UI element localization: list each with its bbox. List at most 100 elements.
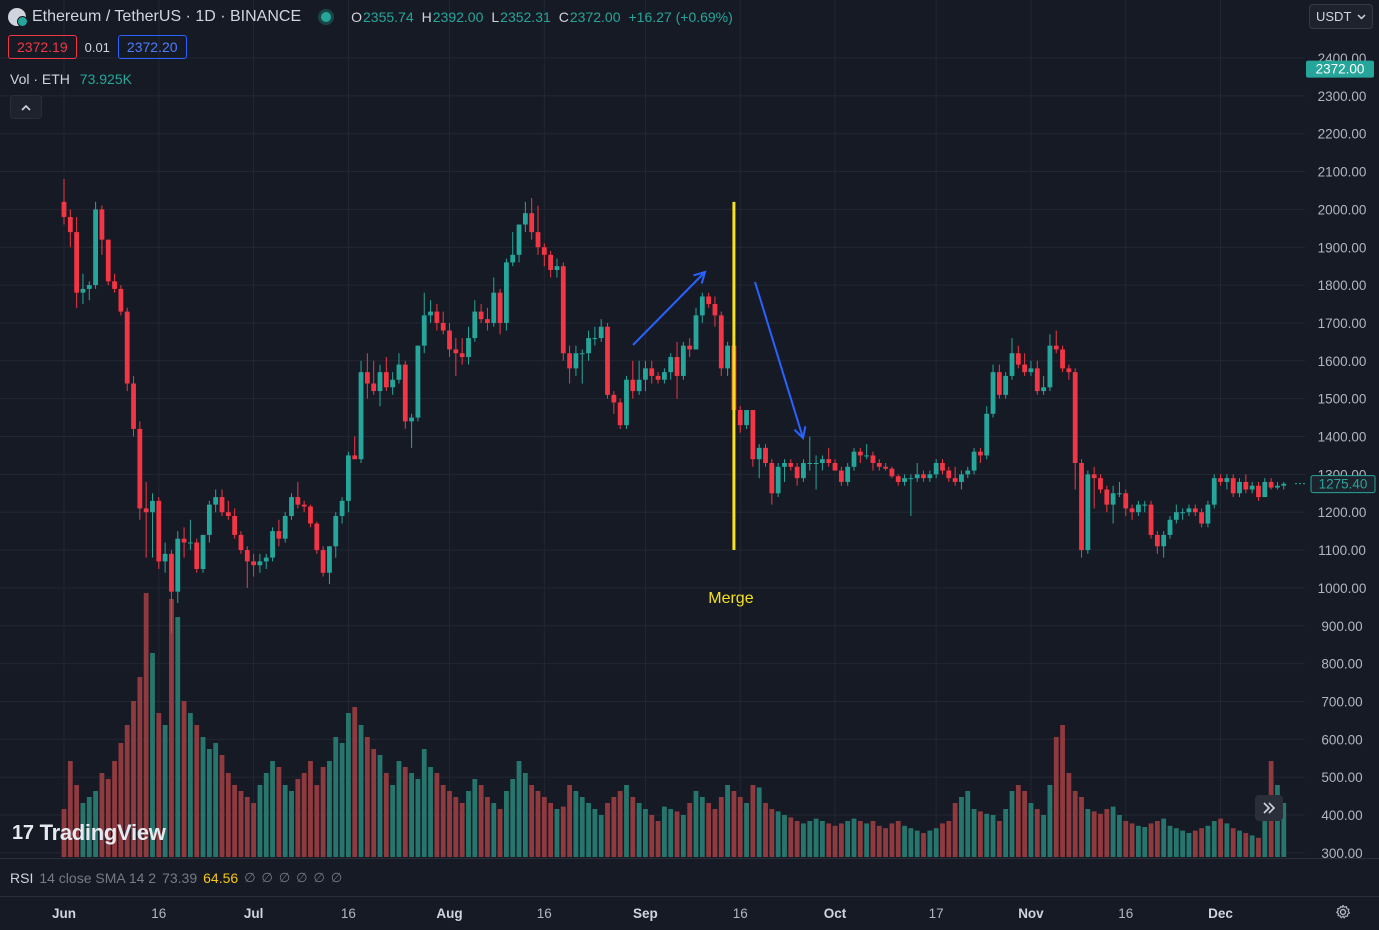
volume-bar bbox=[522, 773, 528, 857]
chevron-up-icon bbox=[21, 104, 31, 111]
candle-body bbox=[282, 515, 288, 539]
volume-bar bbox=[649, 815, 655, 857]
candle-body bbox=[491, 292, 497, 323]
candle-body bbox=[74, 232, 80, 293]
volume-bar bbox=[143, 593, 149, 857]
candle-body bbox=[946, 470, 952, 479]
candle-body bbox=[674, 357, 680, 376]
volume-bar bbox=[327, 761, 332, 857]
volume-bar bbox=[889, 823, 895, 857]
candle-body bbox=[396, 364, 402, 380]
buy-button[interactable]: 2372.20 bbox=[117, 35, 187, 59]
collapse-legend-button[interactable] bbox=[10, 95, 42, 119]
candle-body bbox=[832, 462, 838, 471]
candle-body bbox=[238, 534, 244, 551]
chart-settings-button[interactable] bbox=[1332, 901, 1354, 923]
volume-bar bbox=[1015, 785, 1021, 857]
candle-body bbox=[838, 470, 844, 482]
volume-bar bbox=[421, 749, 427, 857]
volume-bar bbox=[1072, 791, 1078, 857]
candle-body bbox=[1085, 474, 1091, 551]
candle-body bbox=[876, 462, 882, 467]
candle-body bbox=[1053, 345, 1059, 350]
candle-body bbox=[959, 474, 964, 482]
ohlc-readout: O2355.74 H2392.00 L2352.31 C2372.00 +16.… bbox=[351, 9, 733, 25]
volume-bar bbox=[200, 737, 206, 857]
candle-body bbox=[383, 372, 389, 388]
volume-bar bbox=[244, 797, 250, 857]
volume-bar bbox=[737, 797, 743, 857]
candle-body bbox=[1205, 504, 1211, 524]
time-tick-label: Jul bbox=[244, 906, 264, 921]
candle-body bbox=[579, 353, 585, 355]
volume-bar bbox=[276, 767, 282, 857]
currency-select[interactable]: USDT bbox=[1309, 4, 1373, 29]
market-status-icon[interactable] bbox=[321, 12, 332, 22]
volume-bar bbox=[409, 773, 414, 857]
time-tick-label: Dec bbox=[1208, 906, 1233, 921]
volume-bar bbox=[775, 811, 781, 857]
candle-body bbox=[1230, 478, 1236, 494]
volume-bar bbox=[914, 830, 920, 857]
na-marker: ∅ bbox=[278, 869, 291, 885]
ohlc-high-value: 2392.00 bbox=[432, 9, 484, 25]
candle-body bbox=[782, 462, 787, 467]
candle-body bbox=[826, 459, 832, 463]
volume-bar bbox=[731, 791, 737, 857]
scroll-to-realtime-button[interactable] bbox=[1255, 795, 1283, 821]
volume-bar bbox=[1034, 809, 1040, 857]
volume-bar bbox=[573, 791, 579, 857]
candle-body bbox=[206, 504, 212, 535]
tradingview-logo[interactable]: 17 TradingView bbox=[12, 820, 166, 846]
candle-body bbox=[421, 315, 427, 346]
merge-label: Merge bbox=[708, 590, 753, 607]
volume-bar bbox=[978, 811, 983, 857]
volume-bar bbox=[99, 773, 105, 857]
volume-legend[interactable]: Vol · ETH 73.925K bbox=[10, 71, 132, 87]
volume-bar bbox=[902, 825, 907, 857]
volume-bar bbox=[1060, 725, 1065, 857]
symbol-title[interactable]: Ethereum / TetherUS · 1D · BINANCE bbox=[32, 8, 302, 25]
volume-bar bbox=[712, 809, 718, 857]
ohlc-close-value: 2372.00 bbox=[569, 9, 621, 25]
currency-value: USDT bbox=[1316, 9, 1352, 24]
rsi-legend[interactable]: RSI 14 close SMA 14 2 73.39 64.56 ∅ ∅ ∅ … bbox=[0, 858, 1379, 896]
volume-bar bbox=[219, 755, 225, 857]
sell-button[interactable]: 2372.19 bbox=[8, 35, 77, 59]
volume-bar bbox=[263, 773, 269, 857]
candle-body bbox=[232, 515, 238, 535]
volume-bar bbox=[1028, 803, 1034, 857]
candle-body bbox=[200, 534, 206, 569]
volume-bar bbox=[1180, 830, 1186, 857]
volume-bar bbox=[845, 821, 851, 857]
time-axis[interactable]: Jun 16 Jul 16 Aug 16 Sep 16 Oct 17 Nov 16 Dec bbox=[0, 896, 1379, 929]
price-tick-label: 1900.00 bbox=[1318, 240, 1367, 255]
candle-body bbox=[1148, 504, 1154, 535]
volume-bar bbox=[706, 803, 712, 857]
candle-body bbox=[1098, 478, 1103, 490]
candle-body bbox=[737, 410, 743, 426]
time-axis-labels: Jun 16 Jul 16 Aug 16 Sep 16 Oct 17 Nov 16 Dec bbox=[52, 906, 1233, 921]
volume-bar bbox=[396, 761, 402, 857]
chart-background bbox=[0, 0, 1379, 858]
candle-body bbox=[504, 262, 509, 323]
volume-bar bbox=[124, 725, 130, 857]
candle-body bbox=[978, 451, 983, 456]
candle-body bbox=[162, 553, 168, 562]
candle-body bbox=[143, 508, 149, 513]
time-tick-label: Jun bbox=[52, 906, 76, 921]
down-arrow-head bbox=[793, 426, 807, 440]
volume-bar bbox=[1117, 815, 1122, 857]
candle-body bbox=[466, 338, 471, 358]
volume-bar bbox=[1281, 803, 1287, 857]
volume-bar bbox=[927, 830, 933, 857]
volume-bar bbox=[763, 803, 768, 857]
volume-bar bbox=[320, 767, 326, 857]
candle-body bbox=[952, 478, 958, 482]
candle-body bbox=[643, 368, 648, 380]
candle-body bbox=[175, 538, 181, 592]
volume-bar bbox=[1205, 825, 1211, 857]
candle-body bbox=[263, 557, 269, 562]
